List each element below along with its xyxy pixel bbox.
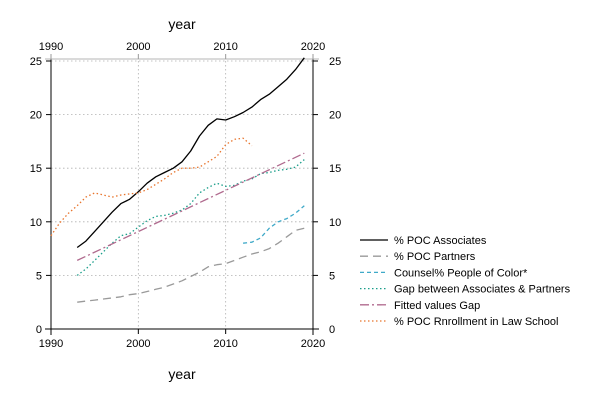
- series-lines: [50, 57, 305, 303]
- x-axis-title-bottom: year: [168, 366, 196, 382]
- legend-label-0: % POC Associates: [394, 235, 487, 247]
- y-tick-label-right-5: 25: [329, 56, 341, 68]
- series-line-1: [77, 227, 305, 303]
- x-tick-label-bottom-0: 1990: [39, 338, 63, 350]
- y-tick-label-right-2: 10: [329, 217, 341, 229]
- series-line-3: [76, 159, 305, 276]
- x-tick-label-top-2: 2010: [213, 41, 237, 53]
- legend-label-4: Fitted values Gap: [394, 300, 480, 312]
- series-line-0: [76, 57, 305, 249]
- y-tick-label-left-5: 25: [30, 56, 42, 68]
- x-axis-title-top: year: [168, 16, 196, 32]
- y-tick-label-left-4: 20: [30, 110, 42, 122]
- y-tick-label-left-3: 15: [30, 163, 42, 175]
- x-tick-label-top-1: 2000: [126, 41, 150, 53]
- x-tick-label-bottom-2: 2010: [213, 338, 237, 350]
- legend-label-2: Counsel% People of Color*: [394, 267, 528, 279]
- x-tick-label-top-3: 2020: [301, 41, 325, 53]
- y-tick-label-right-3: 15: [329, 163, 341, 175]
- y-tick-label-right-0: 0: [329, 324, 335, 336]
- y-tick-label-left-1: 5: [36, 270, 42, 282]
- series-line-2: [243, 205, 305, 244]
- y-tick-label-right-4: 20: [329, 110, 341, 122]
- series-line-5: [50, 137, 253, 237]
- series-line-4: [76, 152, 305, 261]
- legend: % POC Associates % POC Partners Counsel% P…: [360, 235, 571, 328]
- x-tick-label-bottom-1: 2000: [126, 338, 150, 350]
- y-tick-label-right-1: 5: [329, 270, 335, 282]
- x-tick-label-bottom-3: 2020: [301, 338, 325, 350]
- y-tick-label-left-2: 10: [30, 217, 42, 229]
- legend-label-1: % POC Partners: [394, 251, 476, 263]
- x-tick-label-top-0: 1990: [39, 41, 63, 53]
- legend-label-5: % POC Rnrollment in Law School: [394, 316, 558, 328]
- legend-label-3: Gap between Associates & Partners: [394, 284, 571, 296]
- y-tick-label-left-0: 0: [36, 324, 42, 336]
